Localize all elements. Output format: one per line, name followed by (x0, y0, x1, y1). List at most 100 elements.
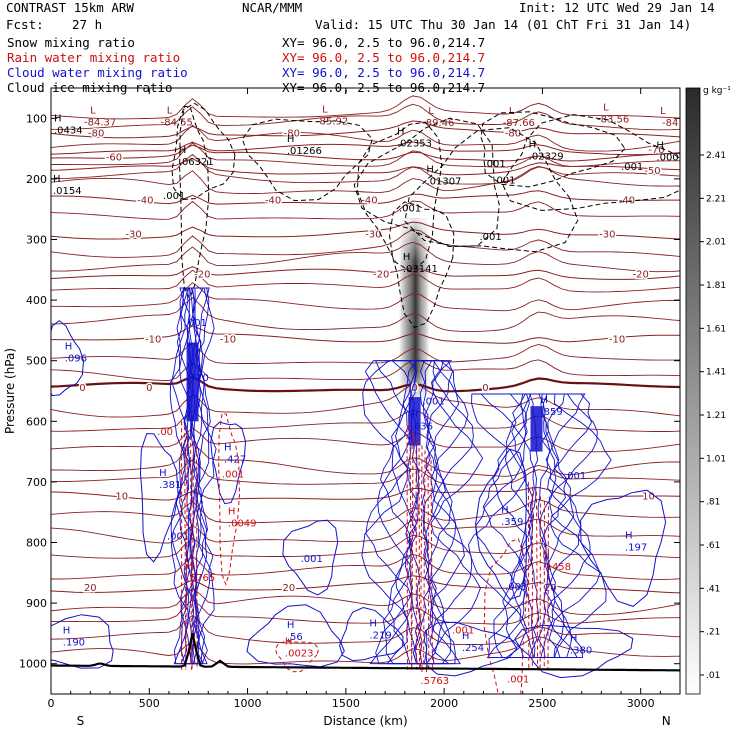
colorbar-label: .61 (706, 541, 720, 551)
rain-max-label: .1458 (542, 562, 571, 573)
colorbar-label: 1.21 (706, 411, 726, 421)
chart-title: CONTRAST 15km ARW (6, 0, 134, 15)
temperature-min-marker: L (428, 106, 434, 117)
contour-line (51, 320, 85, 397)
temperature-min-label: -85.92 (316, 117, 348, 128)
y-tick-label: 400 (26, 294, 47, 307)
isotherm-line (51, 409, 680, 432)
y-tick-label: 600 (26, 415, 47, 428)
contour-line (356, 121, 443, 273)
cloud-water-max-label: .219 (369, 630, 391, 641)
contour-line (353, 117, 500, 248)
cloud-water-max-label: .359 (501, 517, 523, 528)
temperature-min-label: -89.46 (422, 118, 454, 129)
rain-max-label: .5765 (187, 573, 216, 584)
isotherm-label: 0 (79, 383, 85, 394)
colorbar-scale (685, 87, 701, 695)
ice-max-label: .06321 (179, 157, 214, 168)
isotherm-line (51, 241, 680, 273)
rain-contour-label: .001 (452, 625, 474, 636)
y-axis-label: Pressure (hPa) (3, 348, 17, 434)
rain-contour-line (535, 491, 539, 670)
x-tick-label: 2500 (528, 697, 556, 710)
isotherm-line (51, 384, 680, 418)
cloud-water-max-label: .254 (462, 643, 484, 654)
contour-line (218, 412, 241, 586)
cloud-water-max-marker: H (570, 634, 578, 645)
isotherm-line (51, 229, 680, 258)
ice-contour-label: .001 (621, 162, 643, 173)
isotherm-label: 10 (642, 491, 655, 502)
cloud-water-core (408, 397, 421, 446)
x-tick-label: 500 (139, 697, 160, 710)
isotherm-line (51, 165, 680, 195)
rain-contour-line (190, 435, 192, 670)
isotherm-label: -50 (644, 166, 660, 177)
rain-contour-line (427, 455, 430, 670)
isotherm-label: -30 (599, 230, 615, 241)
contour-line (339, 606, 404, 662)
cloud-water-contour-label: .001 (185, 318, 207, 329)
isotherm-line (51, 614, 680, 646)
isotherm-line (51, 534, 680, 559)
x-tick-label: 0 (48, 697, 55, 710)
ice-max-label: .0434 (54, 126, 83, 137)
isotherm-line (51, 282, 680, 312)
contour-line (395, 360, 446, 665)
rain-max-label: .0049 (228, 518, 257, 529)
isotherm-label: -10 (609, 334, 625, 345)
isotherm-line (51, 459, 680, 486)
isotherm-labeled-line (51, 190, 680, 205)
isotherm-label: -10 (220, 334, 236, 345)
legend-snow-xy: XY= 96.0, 2.5 to 96.0,214.7 (282, 35, 486, 50)
contour-line (502, 393, 575, 659)
isotherm-label: 20 (84, 583, 97, 594)
ice-max-marker: H (53, 174, 61, 185)
contour-line (480, 111, 626, 188)
forecast-label: Fcst: (6, 17, 44, 32)
rain-max-marker: H (285, 637, 293, 648)
isotherm-line (51, 153, 680, 185)
isotherm-line (51, 269, 680, 293)
temperature-min-label: -84 (662, 118, 678, 129)
cloud-water-max-label: .380 (570, 646, 592, 657)
ice-max-label: .01307 (426, 177, 461, 188)
rain-contour-line (191, 440, 195, 670)
isotherm-labeled-line (51, 144, 680, 162)
isotherm-line (51, 103, 680, 131)
contour-line (518, 393, 560, 659)
isotherm-labeled-line (51, 221, 680, 240)
ice-max-marker: H (426, 165, 434, 176)
contour-line (210, 421, 247, 505)
cloud-water-max-marker: H (625, 531, 633, 542)
isotherm-line (51, 297, 680, 332)
isotherm-label: 10 (115, 491, 128, 502)
south-label: S (77, 714, 85, 728)
cloud-water-max-marker: H (224, 443, 232, 454)
legend-rain-xy: XY= 96.0, 2.5 to 96.0,214.7 (282, 50, 486, 65)
rain-max-marker: H (228, 506, 236, 517)
colorbar: 2.41 2.21 2.01 1.81 1.61 1.41 1.21 1.01 .81 .61 .4… (685, 86, 731, 695)
ice-contour-label: .001 (163, 191, 185, 202)
ice-max-marker: H (656, 140, 664, 151)
rain-max-marker: H (187, 561, 195, 572)
isotherm-label: -30 (125, 230, 141, 241)
ice-max-marker: H (529, 140, 537, 151)
center-label: NCAR/MMM (242, 0, 303, 15)
cloud-water-contour-label: .001 (423, 396, 445, 407)
colorbar-label: 2.01 (706, 238, 726, 248)
contour-line (410, 360, 432, 665)
cloud-water-contour-label: .001 (505, 582, 527, 593)
temperature-min-label: -84.37 (84, 117, 116, 128)
ice-contour-label: .001 (483, 159, 505, 170)
axes: 0 500 1000 1500 2000 2500 30001002003004005006… (3, 87, 681, 728)
cloud-water-max-label: .427 (224, 455, 246, 466)
cloud-water-contour-label: .001 (301, 554, 323, 565)
plot-area: -80 -80 -80-70-60-50-40 -40 -40 -40-30 -30 -30-… (51, 95, 680, 694)
colorbar-label: .21 (706, 628, 720, 638)
isotherm-line (51, 499, 680, 524)
cloud-water-max-marker: H (65, 341, 73, 352)
valid-time: Valid: 15 UTC Thu 30 Jan 14 (01 ChT Fri … (315, 17, 692, 32)
colorbar-label: 1.61 (706, 324, 726, 334)
